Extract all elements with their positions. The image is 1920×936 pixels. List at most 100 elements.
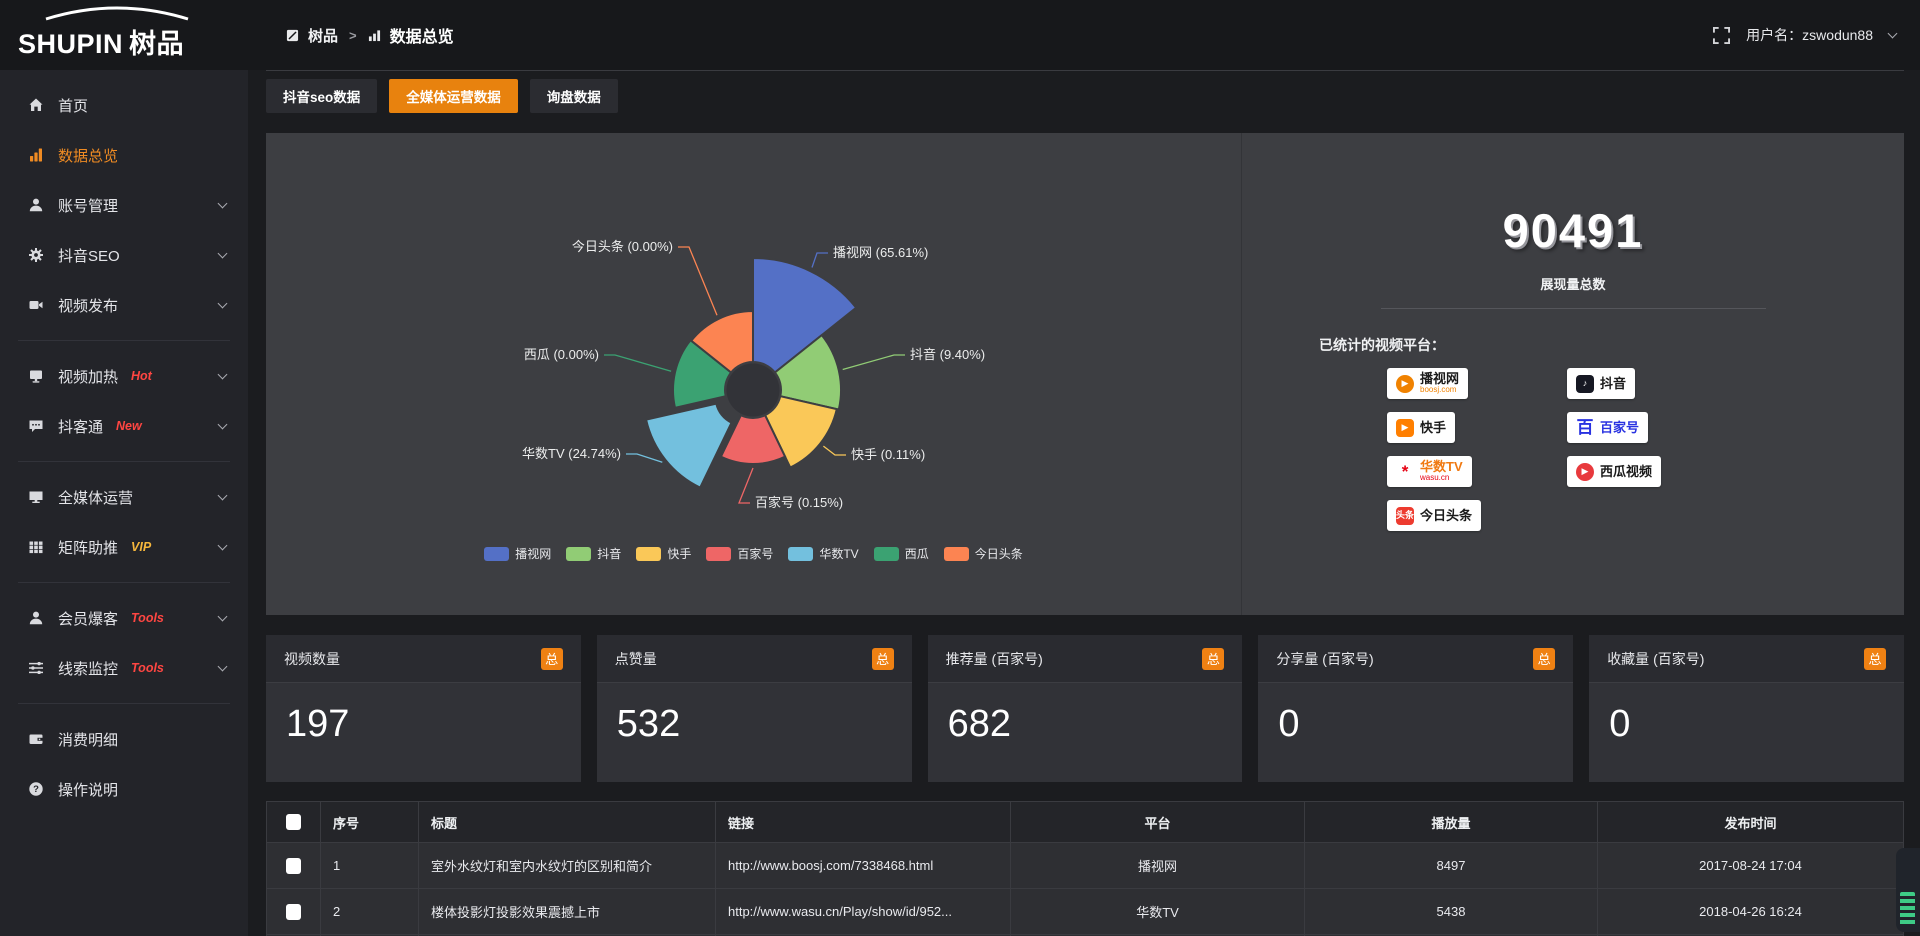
user-icon [28, 197, 44, 213]
sidebar-item-label: 视频加热 [58, 368, 119, 386]
sidebar-item-11[interactable]: 线索监控 Tools [0, 643, 248, 693]
app-logo: SHUPIN 树品 [0, 0, 248, 70]
row-checkbox[interactable] [286, 857, 301, 874]
chevron-down-icon [217, 198, 228, 209]
legend-item-百家号[interactable]: 百家号 [706, 545, 773, 562]
tab-2[interactable]: 全媒体运营数据 [389, 79, 518, 113]
video-publish-icon [28, 297, 44, 313]
pie-slice-抖音[interactable] [773, 333, 842, 411]
chevron-down-icon[interactable] [1887, 28, 1898, 39]
column-header-6: 发布时间 [1597, 801, 1904, 843]
kuaishou-logo-icon: ▶ [1396, 418, 1414, 437]
total-impressions-label: 展现量总数 [1540, 277, 1606, 292]
sidebar-item-label: 首页 [58, 97, 89, 115]
sidebar-item-label: 抖客通 [58, 418, 104, 436]
pie-slice-西瓜[interactable] [672, 338, 733, 409]
row-checkbox[interactable] [286, 903, 301, 920]
stat-card-header: 分享量 (百家号) 总 [1258, 635, 1574, 683]
data-tabs: 抖音seo数据 全媒体运营数据 询盘数据 [266, 79, 1904, 113]
tab-1[interactable]: 抖音seo数据 [266, 79, 378, 113]
select-all-checkbox[interactable] [286, 814, 301, 831]
fullscreen-icon[interactable] [1713, 26, 1731, 44]
sidebar-item-badge: New [116, 419, 142, 433]
platform-badge-百家号: 百百家号 [1567, 412, 1649, 443]
legend-item-抖音[interactable]: 抖音 [566, 545, 621, 562]
sidebar-item-label: 操作说明 [58, 781, 119, 799]
sidebar-item-2[interactable]: 数据总览 [0, 130, 248, 180]
platform-texts: 百家号 [1600, 421, 1639, 435]
pie-slice-今日头条[interactable] [689, 309, 754, 374]
total-impressions-value: 90491 [1502, 204, 1644, 257]
video-title-link[interactable]: 室外水纹灯和室内水纹灯的区别和简介 [418, 842, 716, 889]
row-select-cell [266, 888, 321, 935]
sidebar-item-5[interactable]: 视频发布 [0, 280, 248, 330]
legend-item-今日头条[interactable]: 今日头条 [943, 545, 1023, 562]
stat-card-1: 视频数量 总 197 [266, 635, 581, 782]
sidebar-divider [18, 582, 230, 583]
chevron-down-icon [217, 540, 228, 551]
legend-chip [636, 546, 662, 561]
column-header-3: 链接 [715, 801, 1011, 843]
select-all-cell [266, 801, 321, 843]
toutiao-logo-icon: 头条 [1396, 506, 1414, 525]
rose-pie-chart: 播视网 (65.61%) 抖音 (9.40%) 快手 (0.11%) 百家号 (0.1… [522, 239, 985, 510]
platform-texts: 抖音 [1600, 377, 1626, 391]
sidebar-item-13[interactable]: ? 操作说明 [0, 764, 248, 814]
legend-chip [788, 546, 814, 561]
platform-name: 西瓜视频 [1600, 463, 1653, 479]
sidebar-item-10[interactable]: 会员爆客 Tools [0, 593, 248, 643]
legend-label: 百家号 [737, 547, 774, 561]
sidebar-divider [18, 703, 230, 704]
xigua-logo-icon: ▶ [1576, 462, 1594, 481]
platform-subtext: wasu.cn [1420, 473, 1450, 483]
stat-card-2: 点赞量 总 532 [596, 635, 912, 782]
platform-texts: 快手 [1420, 421, 1446, 435]
video-url-link[interactable]: http://www.wasu.cn/Play/show/id/952... [715, 888, 1011, 935]
chart-bars-icon [28, 147, 44, 163]
pie-slice-百家号[interactable] [719, 413, 787, 466]
legend-chip [706, 546, 732, 561]
sidebar-item-12[interactable]: 消费明细 [0, 714, 248, 764]
stat-card-value: 0 [1278, 703, 1300, 745]
legend-label: 西瓜 [904, 547, 929, 561]
sidebar-item-badge: Hot [131, 369, 152, 383]
breadcrumb-root[interactable]: 树品 [308, 27, 339, 45]
legend-item-华数TV[interactable]: 华数TV [788, 545, 859, 562]
legend-item-西瓜[interactable]: 西瓜 [873, 545, 929, 562]
sidebar-item-4[interactable]: 抖音SEO [0, 230, 248, 280]
pie-slice-播视网[interactable] [752, 256, 858, 374]
username[interactable]: 用户名：zswodun88 [1746, 27, 1873, 43]
video-title-link[interactable]: 楼体投影灯投影效果震撼上市 [418, 888, 716, 935]
tab-3[interactable]: 询盘数据 [529, 79, 618, 113]
video-url-link[interactable]: http://www.boosj.com/7338468.html [715, 842, 1011, 889]
pie-label: 百家号 (0.15%) [755, 495, 843, 510]
legend-item-快手[interactable]: 快手 [636, 545, 691, 562]
sidebar-item-9[interactable]: 矩阵助推 VIP [0, 522, 248, 572]
pie-label: 华数TV (24.74%) [522, 446, 621, 461]
pie-slice-快手[interactable] [763, 395, 838, 469]
legend-chip [484, 546, 510, 561]
floating-widget[interactable] [1896, 848, 1920, 932]
stat-card-value: 197 [286, 703, 350, 745]
pie-slice-华数TV[interactable] [644, 402, 733, 489]
legend-item-播视网[interactable]: 播视网 [484, 545, 551, 562]
total-badge: 总 [1202, 647, 1225, 670]
row-platform: 华数TV [1010, 888, 1305, 935]
grid-icon [28, 539, 44, 555]
sidebar-item-8[interactable]: 全媒体运营 [0, 472, 248, 522]
member-icon [28, 610, 44, 626]
sidebar-item-label: 账号管理 [58, 197, 119, 215]
chart-panel: 播视网 (65.61%) 抖音 (9.40%) 快手 (0.11%) 百家号 (0.1… [266, 133, 1904, 615]
sidebar-item-6[interactable]: 视频加热 Hot [0, 351, 248, 401]
screen-icon [28, 368, 44, 384]
pie-label: 今日头条 (0.00%) [572, 239, 673, 254]
sidebar-item-7[interactable]: 抖客通 New [0, 401, 248, 451]
douyin-logo-icon: ♪ [1576, 374, 1594, 393]
row-publish-time: 2018-04-26 16:24 [1597, 888, 1904, 935]
chevron-down-icon [217, 248, 228, 259]
pie-label-line [811, 252, 828, 268]
legend-label: 快手 [667, 547, 692, 561]
pie-label-line [823, 445, 846, 456]
sidebar-item-1[interactable]: 首页 [0, 80, 248, 130]
sidebar-item-3[interactable]: 账号管理 [0, 180, 248, 230]
